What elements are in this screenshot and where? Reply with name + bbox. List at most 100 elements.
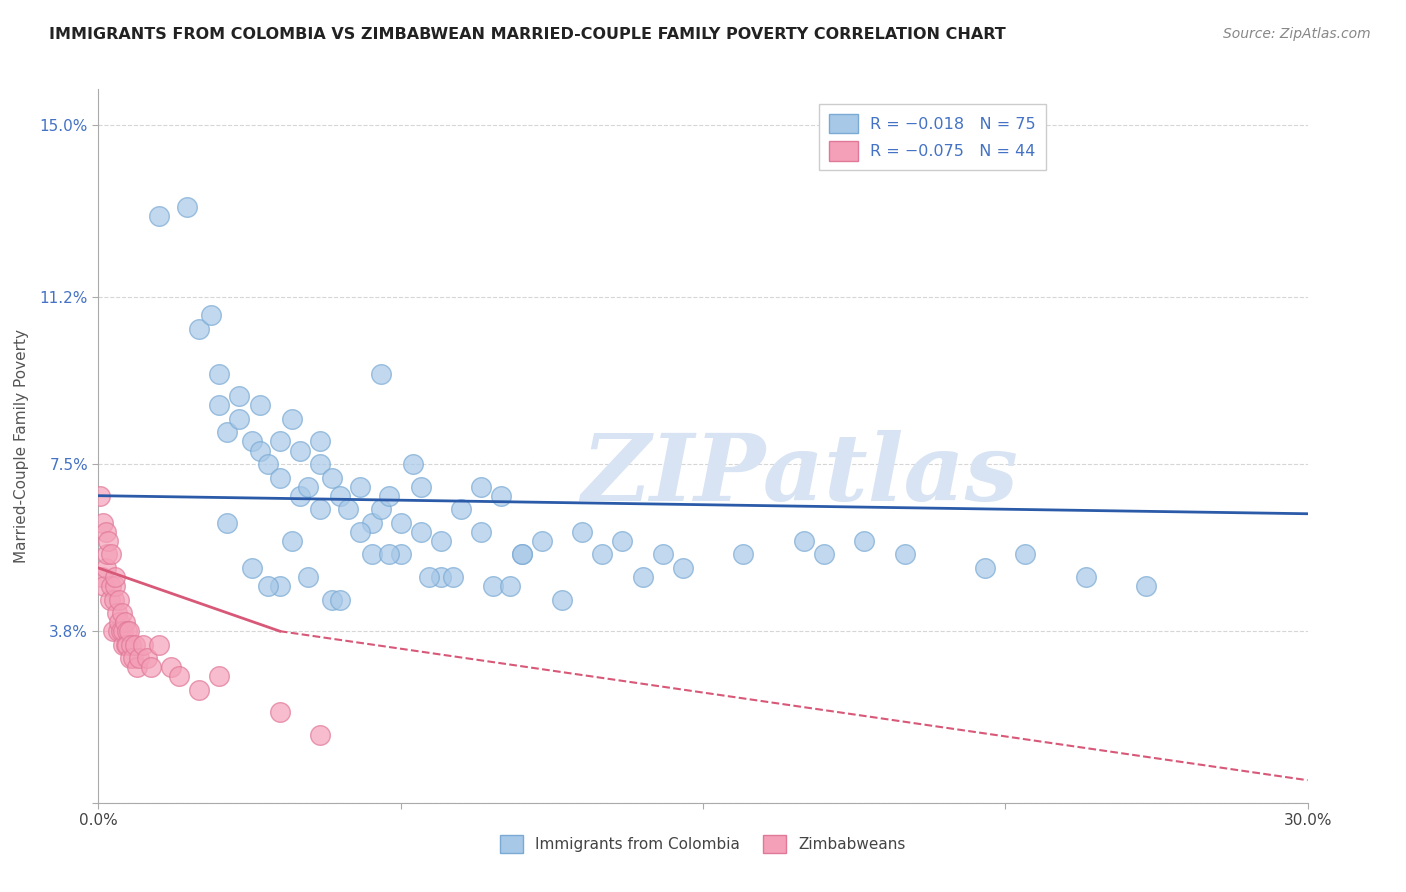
- Point: [361, 548, 384, 562]
- Point: [120, 638, 142, 652]
- Point: [409, 480, 432, 494]
- Point: [121, 651, 143, 665]
- Point: [309, 728, 332, 742]
- Point: [125, 660, 148, 674]
- Point: [91, 570, 114, 584]
- Point: [498, 579, 520, 593]
- Point: [135, 651, 157, 665]
- Point: [450, 502, 472, 516]
- Point: [418, 570, 440, 584]
- Point: [288, 489, 311, 503]
- Point: [321, 470, 343, 484]
- Text: ZIPatlas: ZIPatlas: [581, 430, 1018, 519]
- Point: [1135, 579, 1157, 593]
- Point: [530, 533, 553, 548]
- Point: [269, 579, 291, 593]
- Point: [651, 548, 673, 562]
- Point: [101, 624, 124, 639]
- Text: Source: ZipAtlas.com: Source: ZipAtlas.com: [1223, 27, 1371, 41]
- Point: [329, 489, 352, 503]
- Point: [111, 606, 134, 620]
- Point: [361, 516, 384, 530]
- Point: [482, 579, 505, 593]
- Point: [240, 561, 263, 575]
- Point: [103, 592, 125, 607]
- Point: [269, 434, 291, 449]
- Point: [329, 592, 352, 607]
- Point: [309, 457, 332, 471]
- Point: [256, 579, 278, 593]
- Point: [1074, 570, 1097, 584]
- Y-axis label: Married-Couple Family Poverty: Married-Couple Family Poverty: [14, 329, 28, 563]
- Point: [309, 434, 332, 449]
- Point: [188, 682, 211, 697]
- Point: [208, 669, 231, 683]
- Point: [591, 548, 613, 562]
- Point: [167, 669, 190, 683]
- Point: [103, 579, 125, 593]
- Point: [108, 615, 131, 629]
- Point: [200, 308, 222, 322]
- Point: [1014, 548, 1036, 562]
- Point: [349, 480, 371, 494]
- Point: [402, 457, 425, 471]
- Point: [249, 443, 271, 458]
- Point: [430, 533, 453, 548]
- Point: [176, 200, 198, 214]
- Point: [100, 579, 122, 593]
- Point: [217, 516, 239, 530]
- Point: [105, 606, 128, 620]
- Point: [510, 548, 533, 562]
- Point: [288, 443, 311, 458]
- Point: [672, 561, 695, 575]
- Point: [256, 457, 278, 471]
- Point: [89, 489, 111, 503]
- Point: [321, 592, 343, 607]
- Point: [470, 524, 492, 539]
- Point: [100, 548, 122, 562]
- Point: [117, 638, 139, 652]
- Point: [104, 570, 127, 584]
- Point: [160, 660, 183, 674]
- Point: [389, 548, 412, 562]
- Point: [94, 561, 117, 575]
- Point: [139, 660, 162, 674]
- Point: [491, 489, 513, 503]
- Point: [281, 533, 304, 548]
- Point: [148, 638, 170, 652]
- Text: IMMIGRANTS FROM COLOMBIA VS ZIMBABWEAN MARRIED-COUPLE FAMILY POVERTY CORRELATION: IMMIGRANTS FROM COLOMBIA VS ZIMBABWEAN M…: [49, 27, 1005, 42]
- Point: [118, 624, 141, 639]
- Point: [409, 524, 432, 539]
- Point: [240, 434, 263, 449]
- Point: [733, 548, 755, 562]
- Point: [208, 398, 231, 412]
- Point: [297, 480, 319, 494]
- Point: [470, 480, 492, 494]
- Point: [96, 548, 118, 562]
- Point: [249, 398, 271, 412]
- Point: [124, 638, 146, 652]
- Point: [370, 502, 392, 516]
- Point: [93, 579, 115, 593]
- Point: [813, 548, 835, 562]
- Point: [269, 706, 291, 720]
- Point: [551, 592, 574, 607]
- Point: [571, 524, 593, 539]
- Point: [297, 570, 319, 584]
- Point: [349, 524, 371, 539]
- Point: [281, 412, 304, 426]
- Point: [377, 548, 399, 562]
- Point: [612, 533, 634, 548]
- Point: [228, 389, 250, 403]
- Point: [370, 367, 392, 381]
- Point: [132, 638, 155, 652]
- Point: [337, 502, 360, 516]
- Point: [430, 570, 453, 584]
- Point: [107, 624, 129, 639]
- Point: [793, 533, 815, 548]
- Point: [97, 533, 120, 548]
- Point: [148, 209, 170, 223]
- Point: [269, 470, 291, 484]
- Point: [510, 548, 533, 562]
- Point: [91, 516, 114, 530]
